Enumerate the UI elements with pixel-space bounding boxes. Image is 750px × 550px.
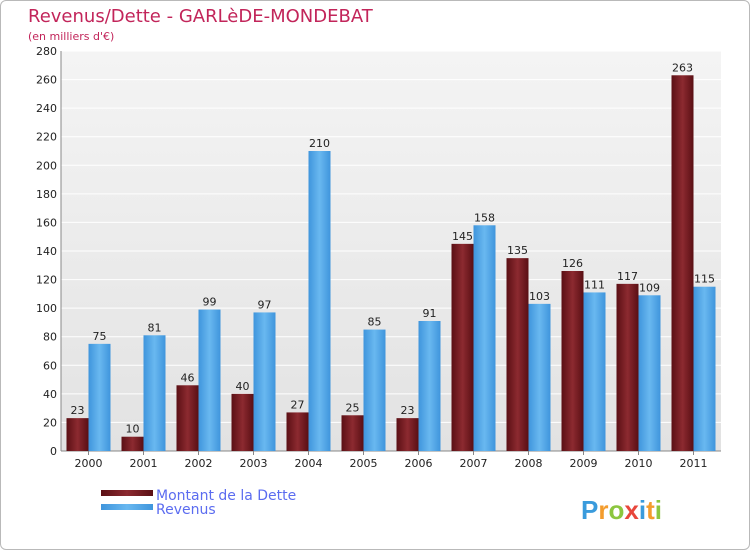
y-tick-label: 160 bbox=[36, 216, 57, 229]
data-label-revenus: 111 bbox=[584, 278, 605, 291]
bar-dette bbox=[671, 75, 694, 452]
y-tick-label: 240 bbox=[36, 102, 57, 115]
data-label-dette: 40 bbox=[236, 380, 250, 393]
data-label-dette: 135 bbox=[507, 244, 528, 257]
data-label-revenus: 75 bbox=[93, 330, 107, 343]
bar-dette bbox=[616, 283, 639, 451]
data-label-dette: 145 bbox=[452, 230, 473, 243]
legend-swatch-revenus bbox=[101, 504, 153, 510]
chart-title: Revenus/Dette - GARLèDE-MONDEBAT bbox=[28, 6, 373, 27]
data-label-dette: 25 bbox=[346, 401, 360, 414]
x-tick-label: 2005 bbox=[350, 457, 378, 470]
bar-dette bbox=[451, 243, 474, 451]
data-label-dette: 10 bbox=[126, 423, 140, 436]
grid-lines bbox=[60, 50, 721, 455]
x-tick-label: 2008 bbox=[515, 457, 543, 470]
bar-revenus bbox=[528, 303, 551, 451]
bar-dette bbox=[66, 418, 89, 451]
legend: Montant de la Dette Revenus bbox=[101, 488, 296, 518]
y-tick-label: 120 bbox=[36, 274, 57, 287]
x-tick-label: 2002 bbox=[185, 457, 213, 470]
bar-revenus bbox=[363, 329, 386, 451]
legend-label-revenus: Revenus bbox=[156, 502, 216, 518]
bar-revenus bbox=[418, 321, 441, 451]
bar-dette bbox=[396, 418, 419, 451]
x-tick-label: 2011 bbox=[680, 457, 708, 470]
bars bbox=[66, 75, 716, 452]
y-tick-label: 20 bbox=[43, 416, 57, 429]
data-label-revenus: 97 bbox=[258, 298, 272, 311]
bar-revenus bbox=[253, 312, 276, 451]
data-label-revenus: 85 bbox=[368, 316, 382, 329]
chart-subtitle: (en milliers d'€) bbox=[28, 30, 115, 43]
bar-revenus bbox=[638, 295, 661, 451]
data-label-dette: 27 bbox=[291, 398, 305, 411]
data-label-revenus: 158 bbox=[474, 211, 495, 224]
y-tick-label: 100 bbox=[36, 302, 57, 315]
x-tick-label: 2000 bbox=[75, 457, 103, 470]
tick-labels: 0 20 40 60 80 100 120 140 160 180 200 220 240 260 280 2… bbox=[36, 45, 708, 470]
y-tick-label: 80 bbox=[43, 331, 57, 344]
bar-dette bbox=[121, 436, 144, 451]
data-label-revenus: 103 bbox=[529, 290, 550, 303]
y-tick-label: 180 bbox=[36, 188, 57, 201]
y-tick-label: 200 bbox=[36, 159, 57, 172]
x-tick-label: 2010 bbox=[625, 457, 653, 470]
bar-revenus bbox=[693, 286, 716, 451]
bar-dette bbox=[506, 258, 529, 451]
bar-dette bbox=[561, 271, 584, 451]
data-label-revenus: 210 bbox=[309, 137, 330, 150]
y-tick-label: 220 bbox=[36, 131, 57, 144]
bar-revenus bbox=[308, 151, 331, 451]
x-tick-label: 2007 bbox=[460, 457, 488, 470]
x-tick-label: 2006 bbox=[405, 457, 433, 470]
data-label-dette: 23 bbox=[401, 404, 415, 417]
bar-dette bbox=[341, 415, 364, 451]
proxiti-logo: Proxiti bbox=[581, 495, 662, 525]
bar-dette bbox=[176, 385, 199, 451]
y-tick-label: 40 bbox=[43, 388, 57, 401]
legend-label-dette: Montant de la Dette bbox=[156, 488, 296, 504]
x-tick-label: 2004 bbox=[295, 457, 323, 470]
bar-revenus bbox=[143, 335, 166, 451]
y-tick-label: 60 bbox=[43, 359, 57, 372]
y-tick-label: 140 bbox=[36, 245, 57, 258]
bar-dette bbox=[231, 393, 254, 451]
bar-revenus bbox=[473, 225, 496, 451]
y-tick-label: 260 bbox=[36, 74, 57, 87]
x-tick-label: 2009 bbox=[570, 457, 598, 470]
logo-text: Proxiti bbox=[581, 495, 662, 525]
x-tick-label: 2001 bbox=[130, 457, 158, 470]
data-label-dette: 126 bbox=[562, 257, 583, 270]
data-label-dette: 23 bbox=[71, 404, 85, 417]
y-tick-label: 280 bbox=[36, 45, 57, 58]
data-label-dette: 263 bbox=[672, 61, 693, 74]
data-label-revenus: 115 bbox=[694, 273, 715, 286]
y-tick-label: 0 bbox=[50, 445, 57, 458]
data-label-dette: 117 bbox=[617, 270, 638, 283]
bar-revenus bbox=[583, 292, 606, 451]
legend-swatch-dette bbox=[101, 490, 153, 496]
x-tick-label: 2003 bbox=[240, 457, 268, 470]
data-label-revenus: 81 bbox=[148, 321, 162, 334]
bar-revenus bbox=[198, 309, 221, 451]
bar-revenus bbox=[88, 343, 111, 451]
data-label-revenus: 99 bbox=[203, 296, 217, 309]
data-label-revenus: 91 bbox=[423, 307, 437, 320]
data-label-dette: 46 bbox=[181, 371, 195, 384]
bar-dette bbox=[286, 412, 309, 451]
data-label-revenus: 109 bbox=[639, 281, 660, 294]
